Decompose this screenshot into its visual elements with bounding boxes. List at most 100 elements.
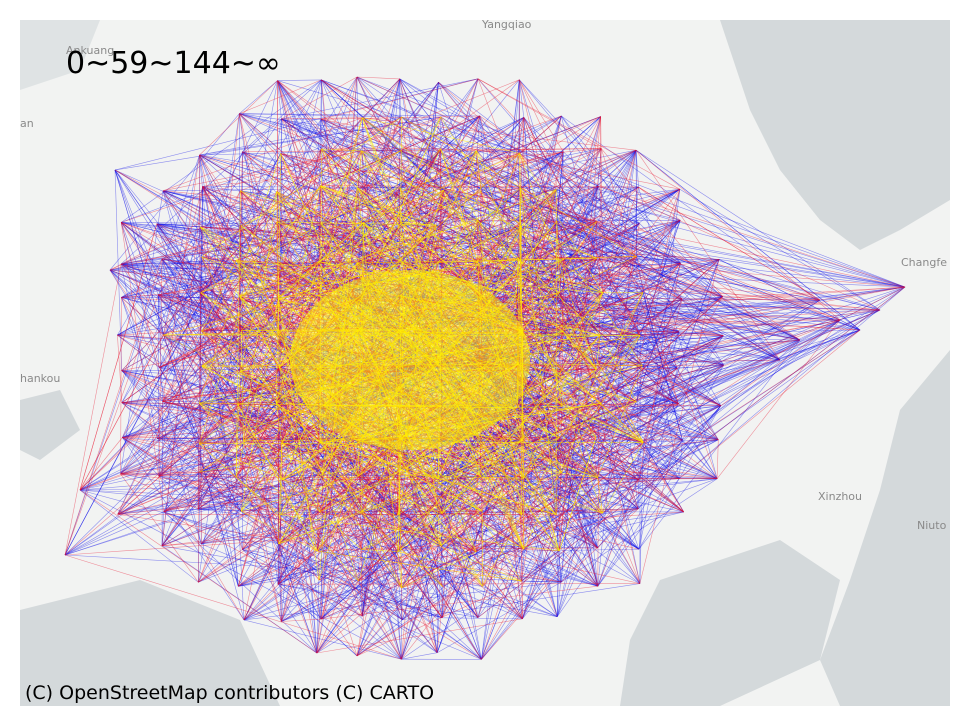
flow-line bbox=[238, 514, 557, 587]
flow-line bbox=[237, 148, 322, 405]
flow-line bbox=[242, 549, 322, 620]
flow-line bbox=[523, 117, 644, 293]
flow-line bbox=[635, 149, 881, 311]
flow-line bbox=[516, 405, 721, 409]
flow-line bbox=[201, 543, 482, 660]
flow-line bbox=[361, 437, 560, 550]
flow-line bbox=[117, 403, 602, 515]
flow-line bbox=[556, 550, 560, 617]
flow-line bbox=[521, 225, 599, 587]
flow-line bbox=[559, 437, 597, 551]
place-label-xinzhou: Xinzhou bbox=[818, 490, 862, 503]
flow-line bbox=[318, 256, 637, 262]
flow-line bbox=[316, 476, 481, 654]
flow-line bbox=[121, 187, 521, 265]
flow-line bbox=[64, 294, 159, 556]
flow-line bbox=[361, 472, 562, 550]
flow-line bbox=[121, 78, 400, 371]
flow-line bbox=[481, 298, 683, 660]
flow-line bbox=[480, 190, 522, 226]
flow-line bbox=[321, 119, 906, 288]
flow-line bbox=[121, 222, 723, 297]
flow-line bbox=[122, 437, 237, 478]
flow-line bbox=[156, 223, 201, 228]
flow-line bbox=[121, 187, 358, 265]
flow-line bbox=[438, 262, 801, 341]
flow-line bbox=[320, 476, 359, 620]
flow-line bbox=[120, 222, 241, 372]
flow-line bbox=[561, 115, 861, 331]
flow-line bbox=[276, 191, 318, 654]
flow-line bbox=[120, 473, 199, 510]
flow-line bbox=[121, 297, 202, 545]
flow-line bbox=[276, 151, 564, 223]
flow-line bbox=[121, 370, 277, 403]
flow-line bbox=[109, 269, 322, 620]
flow-line bbox=[438, 82, 678, 369]
flow-line bbox=[442, 617, 523, 620]
flow-line bbox=[682, 364, 724, 441]
flow-line bbox=[201, 256, 277, 403]
flow-line bbox=[556, 439, 683, 617]
flow-line bbox=[561, 115, 598, 259]
flow-line bbox=[401, 116, 679, 405]
flow-line bbox=[163, 511, 443, 619]
flow-line bbox=[198, 365, 202, 583]
flow-line bbox=[277, 80, 322, 150]
flow-line bbox=[199, 472, 318, 654]
flow-line bbox=[438, 335, 724, 480]
flow-line bbox=[438, 319, 841, 480]
flow-line bbox=[279, 367, 322, 620]
flow-line bbox=[281, 442, 443, 587]
flow-line bbox=[240, 190, 681, 264]
flow-line bbox=[318, 115, 481, 262]
flow-line bbox=[563, 188, 680, 260]
flow-line bbox=[356, 511, 483, 657]
flow-line bbox=[356, 436, 479, 657]
flow-line bbox=[109, 258, 162, 271]
flow-line bbox=[157, 294, 438, 653]
map-canvas[interactable]: Yangqiao Ankuang an Changfe hankou Xinzh… bbox=[20, 20, 950, 706]
flow-line bbox=[280, 185, 321, 622]
flow-line bbox=[121, 116, 402, 223]
flow-line bbox=[479, 185, 599, 298]
flow-line bbox=[121, 297, 160, 368]
flow-line bbox=[522, 401, 637, 619]
flow-line bbox=[321, 79, 781, 361]
flow-line bbox=[477, 78, 602, 149]
flow-line bbox=[519, 79, 640, 224]
flow-line bbox=[563, 331, 644, 443]
flow-line bbox=[516, 407, 639, 480]
flow-line bbox=[161, 545, 359, 582]
flow-line bbox=[638, 405, 722, 550]
flow-line bbox=[120, 153, 281, 475]
flow-line bbox=[199, 442, 359, 473]
flow-line bbox=[480, 190, 680, 333]
flow-line bbox=[482, 339, 801, 368]
flow-line bbox=[163, 119, 322, 512]
flow-line bbox=[120, 297, 122, 474]
flow-line bbox=[281, 118, 821, 301]
flow-line bbox=[321, 78, 479, 120]
flow-line bbox=[681, 298, 724, 366]
flow-line bbox=[316, 478, 439, 654]
flow-line bbox=[197, 113, 240, 510]
flow-line bbox=[197, 475, 359, 510]
flow-line bbox=[243, 550, 318, 621]
flow-line bbox=[556, 189, 679, 404]
flow-line bbox=[639, 442, 644, 584]
flow-line bbox=[277, 514, 281, 585]
flow-line bbox=[121, 260, 237, 265]
flow-line bbox=[556, 221, 560, 293]
flow-line bbox=[320, 185, 603, 294]
flow-line bbox=[161, 258, 244, 442]
flow-line bbox=[79, 223, 158, 491]
flow-line bbox=[638, 405, 722, 509]
flow-line bbox=[321, 223, 479, 263]
flow-line bbox=[643, 298, 683, 443]
flow-line bbox=[477, 220, 781, 361]
flow-line bbox=[241, 330, 443, 618]
flow-line bbox=[200, 292, 282, 443]
flow-line bbox=[277, 583, 478, 618]
flow-line bbox=[362, 117, 637, 151]
